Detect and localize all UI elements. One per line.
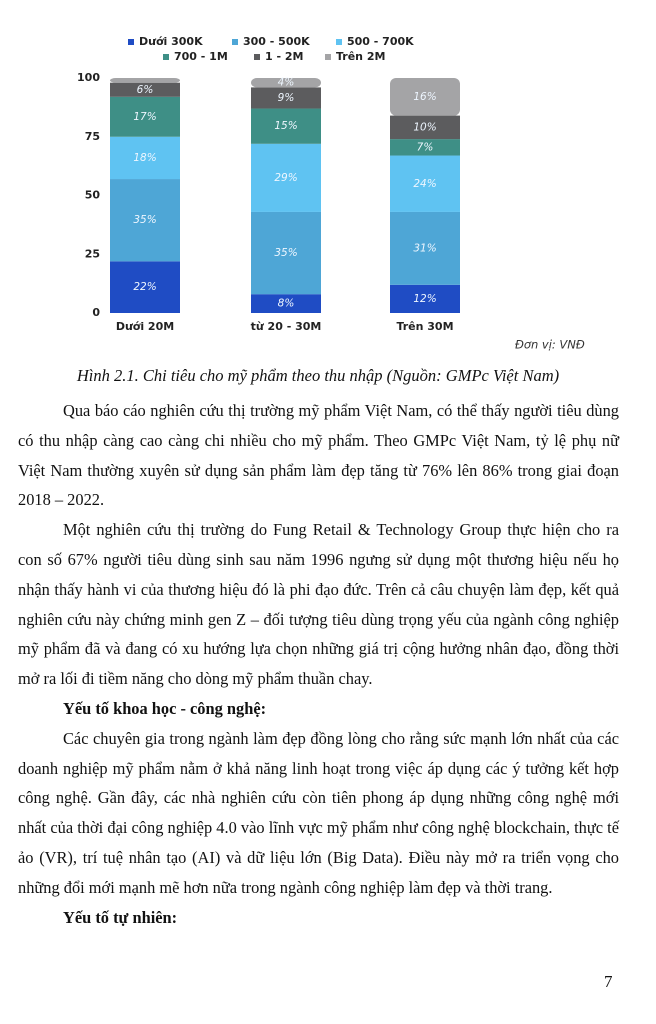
value-label: 9% [278, 92, 295, 104]
bar-segment [390, 139, 460, 156]
legend-marker [128, 39, 134, 45]
value-label: 24% [413, 178, 436, 190]
value-label: 29% [274, 172, 297, 184]
value-label: 15% [274, 120, 297, 132]
bar-segment [110, 82, 180, 97]
legend-label: 700 - 1M [174, 50, 228, 63]
bar-segment [251, 211, 321, 295]
value-label: 16% [413, 91, 436, 103]
y-tick-label: 0 [92, 306, 100, 319]
bar-segment [251, 294, 321, 313]
value-label: 10% [413, 121, 436, 133]
bar-segment [390, 284, 460, 313]
unit-note: Đơn vị: VNĐ [515, 338, 585, 352]
value-label: 6% [137, 84, 154, 96]
value-label: 12% [413, 293, 436, 305]
bar-segment [110, 261, 180, 313]
bar-segment [251, 87, 321, 109]
legend-label: Dưới 300K [139, 35, 203, 48]
paragraph: Các chuyên gia trong ngành làm đẹp đồng … [18, 728, 619, 897]
bar-segment [390, 211, 460, 285]
chart: Đơn vị: VNĐ 0 25 50 75 100 Dưới 300K 300 - 500… [77, 35, 585, 352]
value-label: 4% [278, 77, 295, 89]
y-tick-label: 75 [85, 130, 100, 143]
bar-segment [390, 78, 460, 116]
y-tick-label: 100 [77, 71, 100, 84]
bar-segment [110, 78, 180, 83]
legend-label: 300 - 500K [243, 35, 310, 48]
paragraph: Một nghiên cứu thị trường do Fung Retail… [18, 520, 619, 689]
legend-label: 500 - 700K [347, 35, 414, 48]
legend-marker [254, 54, 260, 60]
legend-marker [336, 39, 342, 45]
bar-segment [251, 108, 321, 144]
legend-label: Trên 2M [336, 50, 385, 63]
bar-segment [110, 179, 180, 262]
legend-marker [325, 54, 331, 60]
legend-marker [232, 39, 238, 45]
heading: Yếu tố khoa học - công nghệ: [63, 698, 267, 718]
value-label: 35% [274, 247, 297, 259]
paragraph: Qua báo cáo nghiên cứu thị trường mỹ phẩ… [18, 401, 619, 510]
y-tick-label: 25 [85, 247, 100, 260]
bar-segment [110, 136, 180, 180]
value-label: 17% [133, 111, 156, 123]
x-tick-label: từ 20 - 30M [251, 320, 322, 333]
bar-segment [390, 155, 460, 212]
value-label: 31% [413, 242, 436, 254]
y-tick-label: 50 [85, 189, 101, 202]
value-label: 35% [133, 214, 156, 226]
legend-marker [163, 54, 169, 60]
value-label: 18% [133, 152, 156, 164]
bar-segment [251, 78, 321, 88]
x-tick-label: Dưới 20M [116, 320, 174, 333]
value-label: 22% [133, 281, 156, 293]
heading: Yếu tố tự nhiên: [63, 907, 178, 927]
caption: Hình 2.1. Chi tiêu cho mỹ phẩm theo thu … [76, 366, 560, 385]
value-label: 8% [278, 298, 295, 310]
body-text: Qua báo cáo nghiên cứu thị trường mỹ phẩ… [18, 396, 619, 932]
legend-label: 1 - 2M [265, 50, 303, 63]
bar-segment [251, 143, 321, 212]
value-label: 7% [417, 141, 434, 153]
page-number: 7 [604, 972, 613, 991]
bar-segment [390, 115, 460, 140]
x-tick-label: Trên 30M [396, 320, 453, 333]
bar-segment [110, 96, 180, 137]
